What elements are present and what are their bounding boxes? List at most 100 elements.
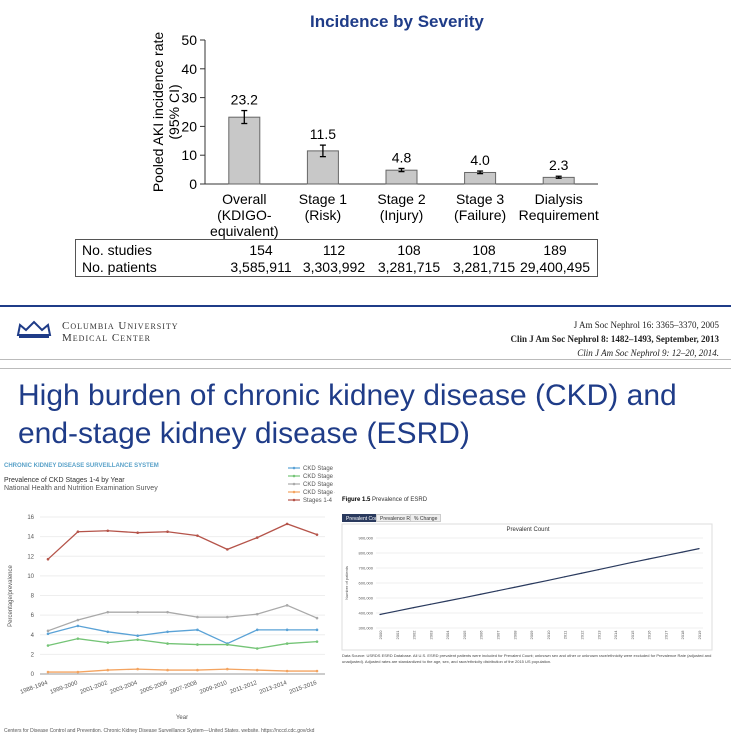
chart-frame	[341, 523, 713, 651]
ckd-surveillance-logo: CHRONIC KIDNEY DISEASE SURVEILLANCE SYST…	[4, 463, 159, 469]
y-tick-label: 0	[31, 672, 35, 678]
data-point	[285, 642, 289, 645]
y-tick-label: 0	[189, 176, 197, 192]
y-tick-label: 700,000	[359, 566, 374, 571]
data-point	[513, 586, 515, 588]
table-row: No. studies 154 112 108 108 189	[76, 242, 597, 260]
title-line: High burden of chronic kidney disease (C…	[18, 379, 677, 412]
legend-label: CKD Stage 3	[303, 482, 335, 488]
x-tick-label: 2007-2008	[169, 680, 199, 696]
x-tick-label: Requirement	[519, 207, 599, 223]
aki-bar-chart: 0 10 20 30 40 50 Pooled AKI incidence rate (95%…	[150, 32, 599, 239]
series-line	[47, 523, 318, 560]
data-point	[631, 561, 633, 564]
data-point	[379, 613, 381, 616]
y-axis-label: Number of patients	[344, 566, 349, 600]
org-line: Medical Center	[62, 332, 151, 344]
legend-label: CKD Stage 1	[303, 466, 335, 472]
data-label: 2.3	[549, 157, 569, 173]
data-point	[530, 583, 532, 585]
x-tick-label: 2009	[529, 630, 534, 640]
x-tick-label: 2008	[512, 630, 517, 640]
data-point	[106, 610, 110, 614]
patients-cell: 3,585,911	[230, 259, 292, 275]
data-label: 4.8	[392, 149, 412, 165]
data-point	[46, 557, 50, 561]
data-point	[136, 531, 139, 534]
data-point	[255, 647, 259, 650]
data-point	[196, 628, 199, 632]
ckd-chart-subtitle: National Health and Nutrition Examinatio…	[4, 485, 158, 492]
x-tick-label: 2005	[462, 630, 467, 640]
data-point	[681, 551, 683, 553]
y-tick-label: 900,000	[359, 536, 374, 541]
y-tick-label: 12	[27, 554, 34, 560]
x-tick-label: 2010	[546, 630, 551, 640]
data-point	[136, 610, 139, 614]
studies-cell: 189	[543, 242, 567, 258]
y-tick-label: 10	[181, 147, 197, 163]
x-tick-label: 2013-2014	[259, 680, 289, 696]
data-point	[226, 643, 229, 646]
studies-cell: 112	[322, 242, 346, 258]
slide-aki-incidence: Incidence by Severity 0 10 20 30 40 50 Pooled …	[0, 0, 731, 360]
x-tick-label: 2017	[663, 630, 668, 640]
data-point	[166, 630, 169, 634]
data-point	[226, 548, 229, 551]
x-tick-label: (KDIGO-	[217, 207, 272, 223]
x-tick-label: 2000	[378, 630, 383, 640]
esrd-prevalence-panel: Figure 1.5 Prevalence of ESRD Prevalent …	[338, 493, 718, 693]
data-point	[166, 610, 169, 614]
data-point	[76, 530, 80, 534]
legend-marker	[292, 490, 296, 494]
data-point	[136, 638, 139, 641]
x-tick-label: 2006	[479, 630, 484, 640]
data-point	[166, 668, 169, 672]
ckd-line-chart: 0 2 4 6 8 10 12 14 16 Percentage/prevalence Year 19…	[8, 466, 335, 721]
y-tick-label: 4	[31, 633, 35, 639]
y-axis-label: Pooled AKI incidence rate	[150, 32, 166, 193]
slide-ckd-esrd-burden: High burden of chronic kidney disease (C…	[0, 368, 731, 745]
y-tick-label: 14	[27, 535, 34, 541]
data-point	[412, 607, 415, 609]
legend-marker	[292, 466, 296, 470]
figure-title: Prevalence of ESRD	[372, 497, 428, 503]
y-tick-label: 300,000	[359, 626, 374, 631]
y-tick-label: 6	[31, 613, 35, 619]
data-point	[315, 533, 319, 536]
x-tick-label: 2015-2016	[289, 680, 319, 696]
x-tick-label: 2005-2006	[139, 680, 169, 696]
data-point	[166, 530, 169, 534]
data-point	[255, 628, 259, 632]
data-point	[285, 604, 289, 607]
x-tick-label: 2011	[563, 630, 568, 639]
x-tick-label: (Risk)	[305, 207, 342, 223]
x-tick-label: equivalent)	[210, 223, 279, 239]
x-tick-label: Stage 2	[377, 191, 425, 207]
data-point	[480, 593, 482, 595]
ckd-chart-title: Prevalence of CKD Stages 1-4 by Year	[4, 477, 125, 484]
patients-cell: 3,281,715	[452, 259, 516, 275]
series-line	[47, 604, 318, 632]
row-label-patients: No. patients	[82, 259, 157, 275]
esrd-line-chart: Prevalent Count 300,000 400,000 500,000 600,…	[341, 523, 713, 651]
data-point	[496, 590, 499, 592]
x-tick-label: 2007	[496, 630, 501, 640]
x-tick-label: Stage 1	[299, 191, 347, 207]
data-label: 11.5	[310, 126, 336, 142]
x-tick-label: 2018	[680, 630, 685, 640]
data-point	[196, 643, 199, 646]
data-point	[285, 522, 289, 526]
data-point	[136, 634, 139, 638]
legend-marker	[292, 474, 296, 478]
title-line: end-stage kidney disease (ESRD)	[18, 417, 470, 450]
data-point	[429, 603, 431, 605]
x-tick-label: 2015	[630, 630, 635, 640]
x-tick-label: 2012	[579, 630, 584, 640]
footer-divider	[0, 305, 731, 307]
data-point	[315, 616, 319, 620]
legend-label: Stages 1-4	[303, 498, 333, 504]
tab-percent-change[interactable]: % Change	[410, 514, 442, 522]
data-point	[196, 668, 199, 672]
x-tick-label: 1988-1994	[20, 680, 50, 696]
